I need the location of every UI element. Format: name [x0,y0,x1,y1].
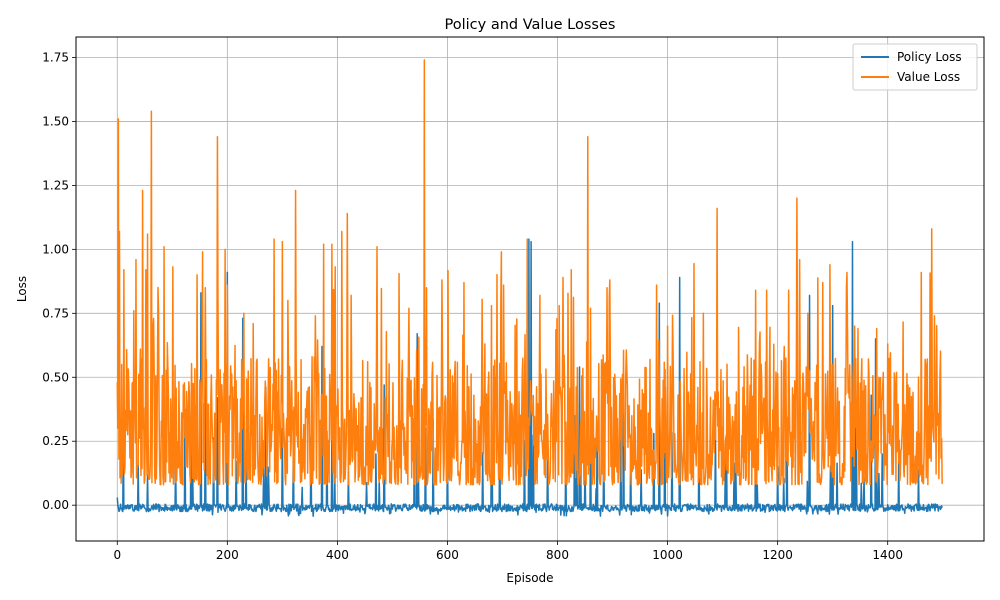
series-line-policy-loss [116,238,943,517]
x-axis-ticks: 0 200 400 600 800 1000 1200 1400 [113,541,903,562]
series-layer [116,59,943,517]
y-tick-label: 0.00 [42,498,69,512]
legend-box [852,43,978,91]
legend-label-policy-loss: Policy Loss [897,50,962,64]
legend: Policy Loss Value Loss [852,43,978,91]
y-axis-ticks: 0.00 0.25 0.50 0.75 1.00 1.25 1.50 1.75 [42,50,76,512]
x-tick-label: 1400 [872,548,903,562]
x-tick-label: 600 [436,548,459,562]
chart-title: Policy and Value Losses [445,17,616,33]
y-tick-label: 1.50 [42,114,69,128]
x-tick-label: 200 [216,548,239,562]
y-tick-label: 1.75 [42,50,69,64]
x-axis-label: Episode [506,571,553,585]
y-tick-label: 1.25 [42,178,69,192]
y-tick-label: 0.50 [42,370,69,384]
x-tick-label: 400 [326,548,349,562]
y-tick-label: 1.00 [42,242,69,256]
y-axis-label: Loss [15,276,29,302]
legend-label-value-loss: Value Loss [897,70,960,84]
x-tick-label: 800 [546,548,569,562]
y-tick-label: 0.25 [42,434,69,448]
plot-frame [75,36,985,542]
y-tick-label: 0.75 [42,306,69,320]
x-tick-label: 1200 [762,548,793,562]
x-tick-label: 1000 [652,548,683,562]
series-line-value-loss [116,59,943,486]
x-tick-label: 0 [113,548,121,562]
